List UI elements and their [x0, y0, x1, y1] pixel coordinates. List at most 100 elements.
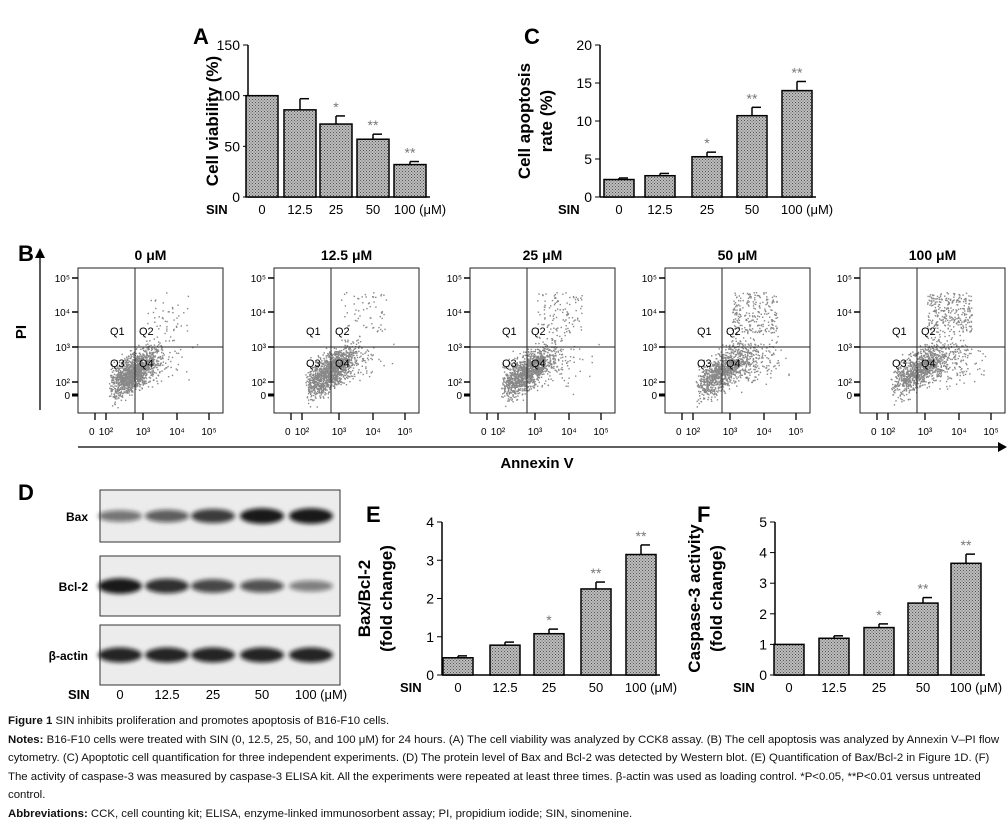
- event-dot: [145, 372, 147, 374]
- event-dot: [523, 371, 526, 373]
- event-dot: [316, 368, 319, 370]
- event-dot: [135, 378, 138, 380]
- event-dot: [520, 388, 522, 390]
- event-dot: [770, 309, 772, 311]
- event-dot: [126, 360, 128, 363]
- event-dot: [138, 366, 140, 368]
- event-dot: [148, 369, 150, 371]
- event-dot: [188, 379, 190, 381]
- event-dot: [717, 375, 719, 377]
- event-dot: [315, 386, 317, 389]
- event-dot: [340, 349, 343, 352]
- event-dot: [541, 386, 543, 388]
- event-dot: [734, 359, 736, 362]
- event-dot: [564, 320, 566, 322]
- event-dot: [546, 354, 549, 357]
- event-dot: [143, 356, 146, 358]
- event-dot: [568, 368, 570, 370]
- event-dot: [152, 311, 155, 314]
- event-dot: [519, 366, 522, 368]
- event-dot: [371, 323, 373, 325]
- event-dot: [342, 366, 345, 368]
- event-dot: [314, 374, 317, 377]
- event-dot: [138, 371, 140, 373]
- event-dot: [342, 365, 344, 367]
- event-dot: [170, 366, 172, 369]
- event-dot: [315, 397, 317, 399]
- event-dot: [502, 363, 505, 365]
- event-dot: [354, 362, 356, 364]
- event-dot: [145, 366, 147, 368]
- event-dot: [516, 386, 518, 388]
- event-dot: [732, 367, 734, 369]
- event-dot: [550, 363, 552, 365]
- event-dot: [514, 372, 516, 374]
- event-dot: [350, 358, 353, 360]
- event-dot: [324, 364, 327, 366]
- event-dot: [507, 382, 509, 384]
- event-dot: [135, 370, 138, 373]
- event-dot: [117, 407, 119, 409]
- event-dot: [698, 390, 700, 392]
- x-prefix-label: SIN: [733, 680, 755, 695]
- event-dot: [510, 388, 512, 390]
- event-dot: [130, 371, 133, 373]
- event-dot: [362, 309, 365, 311]
- event-dot: [120, 373, 123, 375]
- bar: [533, 632, 565, 676]
- event-dot: [506, 379, 509, 381]
- event-dot: [143, 368, 145, 371]
- event-dot: [524, 393, 526, 395]
- event-dot: [543, 373, 545, 375]
- event-dot: [352, 375, 354, 378]
- event-dot: [533, 379, 535, 381]
- event-dot: [513, 396, 516, 399]
- event-dot: [738, 355, 740, 357]
- event-dot: [114, 401, 116, 403]
- event-dot: [126, 371, 129, 374]
- event-dot: [329, 388, 331, 390]
- event-dot: [152, 361, 155, 363]
- event-dot: [526, 386, 529, 389]
- event-dot: [341, 299, 343, 301]
- event-dot: [342, 376, 345, 378]
- event-dot: [539, 356, 542, 358]
- event-dot: [552, 354, 554, 356]
- event-dot: [550, 366, 553, 369]
- event-dot: [700, 382, 702, 384]
- event-dot: [502, 384, 504, 386]
- event-dot: [348, 349, 350, 351]
- event-dot: [130, 372, 133, 374]
- event-dot: [750, 352, 752, 354]
- event-dot: [341, 374, 343, 376]
- event-dot: [529, 357, 532, 360]
- event-dot: [186, 371, 188, 373]
- event-dot: [537, 367, 539, 369]
- event-dot: [533, 356, 535, 358]
- event-dot: [128, 381, 130, 383]
- event-dot: [357, 362, 359, 365]
- event-dot: [334, 386, 336, 388]
- event-dot: [173, 319, 175, 321]
- event-dot: [340, 378, 343, 380]
- event-dot: [514, 379, 517, 381]
- event-dot: [529, 386, 532, 388]
- event-dot: [116, 360, 118, 362]
- event-dot: [549, 315, 551, 317]
- event-dot: [533, 361, 535, 363]
- event-dot: [540, 353, 543, 356]
- event-dot: [335, 379, 337, 381]
- event-dot: [335, 367, 337, 369]
- event-dot: [755, 350, 757, 352]
- event-dot: [346, 361, 348, 364]
- y-tick-label: 100: [217, 88, 241, 104]
- event-dot: [509, 376, 511, 379]
- event-dot: [503, 388, 506, 391]
- event-dot: [151, 386, 154, 388]
- event-dot: [321, 373, 323, 375]
- event-dot: [148, 371, 150, 373]
- event-dot: [348, 375, 350, 378]
- event-dot: [722, 356, 724, 358]
- event-dot: [342, 370, 344, 372]
